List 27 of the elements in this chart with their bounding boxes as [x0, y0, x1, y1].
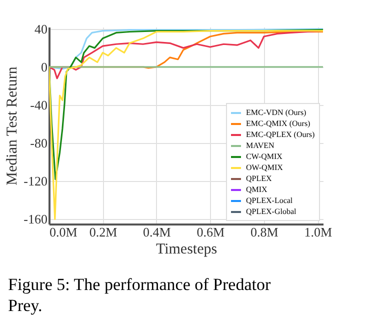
y-tick-label: 0	[41, 59, 48, 74]
x-tick-label: 0.4M	[143, 224, 172, 240]
x-tick-label: 0.0M	[50, 224, 78, 240]
y-tick-label: -160	[24, 212, 48, 227]
legend-label: EMC-QPLEX (Ours)	[246, 130, 315, 139]
y-tick-label: 40	[34, 21, 48, 36]
x-axis-title: Timesteps	[156, 242, 218, 258]
legend-label: QPLEX	[246, 174, 272, 183]
y-axis-title: Median Test Return	[4, 66, 21, 186]
x-tick-label: 1.0M	[304, 224, 332, 240]
x-tick-label: 0.8M	[250, 224, 279, 240]
y-tick-label: -40	[30, 98, 48, 113]
legend-label: QMIX	[246, 185, 268, 194]
legend-label: CW-QMIX	[246, 152, 283, 161]
legend-label: QPLEX-Global	[246, 207, 297, 216]
x-tick-label: 0.6M	[196, 224, 226, 240]
legend-label: OW-QMIX	[246, 163, 284, 172]
line-series	[49, 30, 323, 220]
legend-label: QPLEX-Local	[246, 196, 294, 205]
legend-label: EMC-VDN (Ours)	[246, 108, 307, 117]
y-tick-label: -80	[30, 136, 48, 151]
x-tick-label: 0.2M	[89, 224, 118, 240]
line-series	[49, 30, 323, 80]
legend-label: MAVEN	[246, 141, 275, 150]
caption: Figure 5: The performance of Predator Prey.	[8, 274, 272, 316]
legend-label: EMC-QMIX (Ours)	[246, 119, 311, 128]
y-tick-label: -120	[24, 174, 48, 189]
